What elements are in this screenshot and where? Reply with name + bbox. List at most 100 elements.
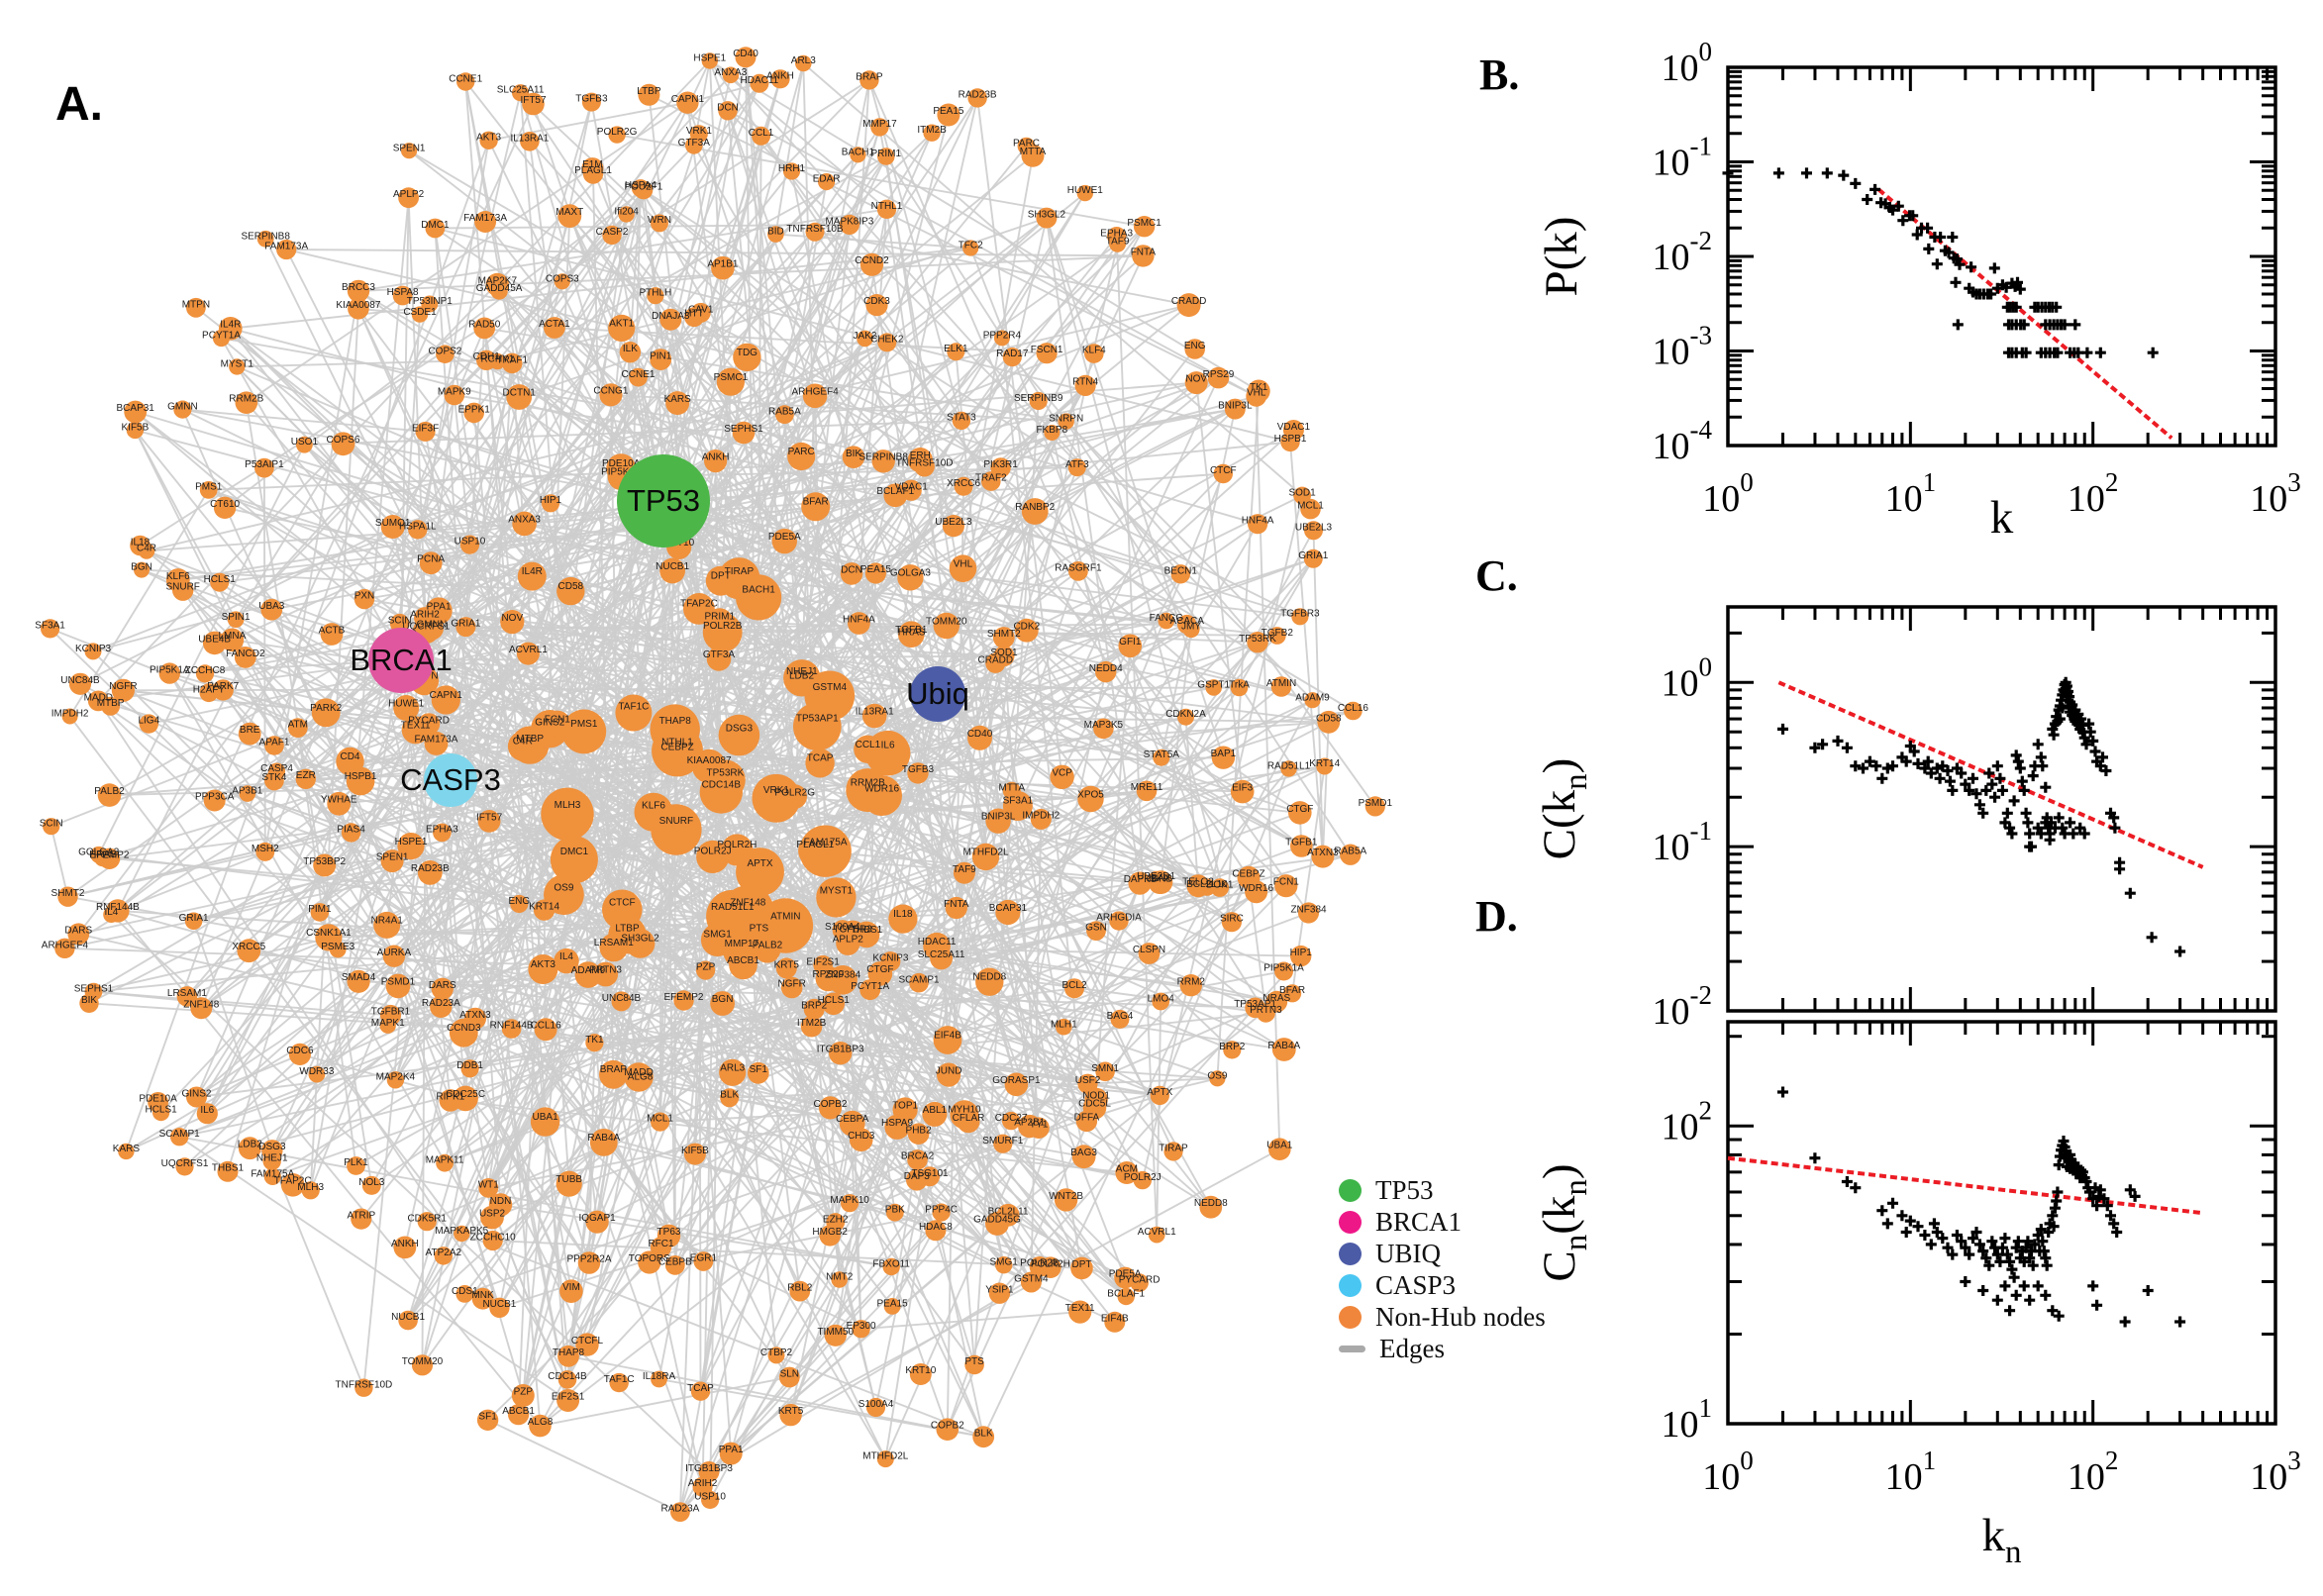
scatter-point: [2040, 817, 2052, 829]
network-node-label: EIF4B: [934, 1031, 961, 1042]
network-node-label: RAD23B: [959, 90, 997, 101]
scatter-point: [2087, 735, 2099, 747]
network-node: [79, 993, 99, 1013]
network-node: [842, 446, 865, 469]
scatter-point: [2035, 1224, 2047, 1236]
network-node-label: TOMM20: [402, 1356, 444, 1367]
network-node: [1068, 561, 1088, 581]
network-node-label: VRK1: [763, 785, 790, 796]
network-node-label: NTHL1: [661, 737, 693, 748]
network-hub-edge: [92, 500, 664, 652]
network-edge: [719, 620, 1259, 644]
network-node: [256, 230, 274, 248]
network-edge: [97, 59, 711, 702]
network-node: [544, 874, 584, 916]
network-node-label: UBE2D1: [1137, 871, 1175, 882]
scatter-point: [1973, 799, 1985, 811]
network-node-label: PYCARD: [1119, 1274, 1161, 1285]
network-edge: [785, 929, 844, 969]
network-node-label: BRP2: [1219, 1042, 1246, 1052]
network-node: [255, 842, 275, 861]
network-node: [729, 950, 758, 980]
network-node-label: MTBP: [97, 698, 125, 709]
network-node-label: NR4A1: [371, 916, 404, 927]
scatter-point: [2053, 812, 2065, 824]
network-node-label: ANXA3: [508, 515, 541, 526]
network-node: [43, 818, 60, 836]
network-node-label: HMGB2: [812, 1227, 848, 1238]
scatter-point: [1904, 1215, 1916, 1227]
network-node-label: UNC84B: [602, 993, 642, 1004]
network-node-label: APTX: [1147, 1087, 1172, 1098]
tick-label: 103: [2250, 467, 2301, 520]
network-node-label: WDR16: [1239, 883, 1273, 894]
network-hub-edge: [662, 155, 887, 502]
network-node: [975, 967, 1004, 996]
legend-label: CASP3: [1375, 1269, 1457, 1300]
network-node-label: MAXT: [556, 207, 583, 218]
network-node-label: VRK1: [686, 126, 713, 137]
network-node: [909, 972, 929, 993]
network-node-label: TP53RK: [707, 768, 745, 779]
network-node: [585, 1210, 609, 1234]
network-node-label: PDE5A: [1109, 1269, 1142, 1280]
network-edge: [814, 394, 1259, 526]
hub-node-ubiq: [910, 666, 965, 722]
tick-label: 103: [2250, 1446, 2301, 1498]
network-node: [433, 823, 452, 843]
network-node: [1107, 227, 1127, 247]
network-node-label: ILK: [623, 344, 638, 354]
scatter-point: [2087, 1280, 2099, 1292]
scatter-point: [1912, 1221, 1924, 1233]
network-node-label: NUCB1: [391, 1312, 425, 1323]
network-node: [853, 921, 880, 948]
network-edge: [1195, 382, 1244, 792]
network-node-label: CDC14B: [548, 1371, 587, 1382]
network-node-label: CCL16: [1338, 703, 1369, 714]
scatter-point: [2004, 1255, 2016, 1267]
network-node-label: CAPN1: [671, 94, 705, 105]
network-edge: [539, 384, 1086, 1427]
network-node: [859, 252, 884, 276]
network-node: [1304, 692, 1321, 709]
scatter-point: [1777, 723, 1788, 735]
network-node-label: IL4R: [522, 566, 543, 577]
network-node-label: MTPN: [182, 299, 210, 310]
network-node-label: SHMT2: [987, 629, 1021, 640]
network-node-label: APTX: [747, 858, 772, 869]
network-node: [1247, 632, 1268, 653]
network-node: [736, 848, 784, 896]
network-node: [287, 718, 308, 738]
network-node: [436, 345, 454, 364]
network-node-label: NOV: [501, 613, 523, 624]
network-node: [195, 664, 215, 683]
scatter-point: [2006, 828, 2018, 840]
hub-label-ubiq: Ubiq: [906, 676, 969, 711]
network-node: [61, 708, 78, 725]
network-node-label: COPS3: [546, 273, 579, 284]
network-node: [1158, 612, 1175, 630]
scatter-point: [1919, 762, 1931, 774]
hub-node-casp3: [424, 753, 477, 807]
network-node-label: HNF4A: [1242, 516, 1274, 527]
network-node-label: CDKN2A: [1165, 709, 1206, 720]
network-node: [608, 314, 636, 342]
network-node: [227, 611, 245, 628]
network-node: [534, 1018, 557, 1042]
network-node: [401, 143, 418, 159]
network-node-label: PCNA: [417, 554, 445, 565]
network-node: [882, 1257, 900, 1276]
network-node-label: MLH3: [555, 800, 581, 811]
network-node-label: PLAGL1: [574, 165, 612, 176]
network-node-label: PSME3: [321, 942, 354, 952]
scatter-point: [1817, 739, 1829, 750]
ticks: [1726, 65, 2277, 448]
network-node-label: ACVRL1: [509, 645, 548, 655]
network-node-label: SIRC: [1220, 914, 1244, 925]
network-node-label: FAM173A: [415, 735, 458, 746]
network-node-label: UBE4B: [198, 634, 231, 645]
network-hub-edge: [662, 78, 781, 502]
network-node-label: DNAJA3: [652, 311, 690, 322]
network-node: [417, 1212, 437, 1232]
